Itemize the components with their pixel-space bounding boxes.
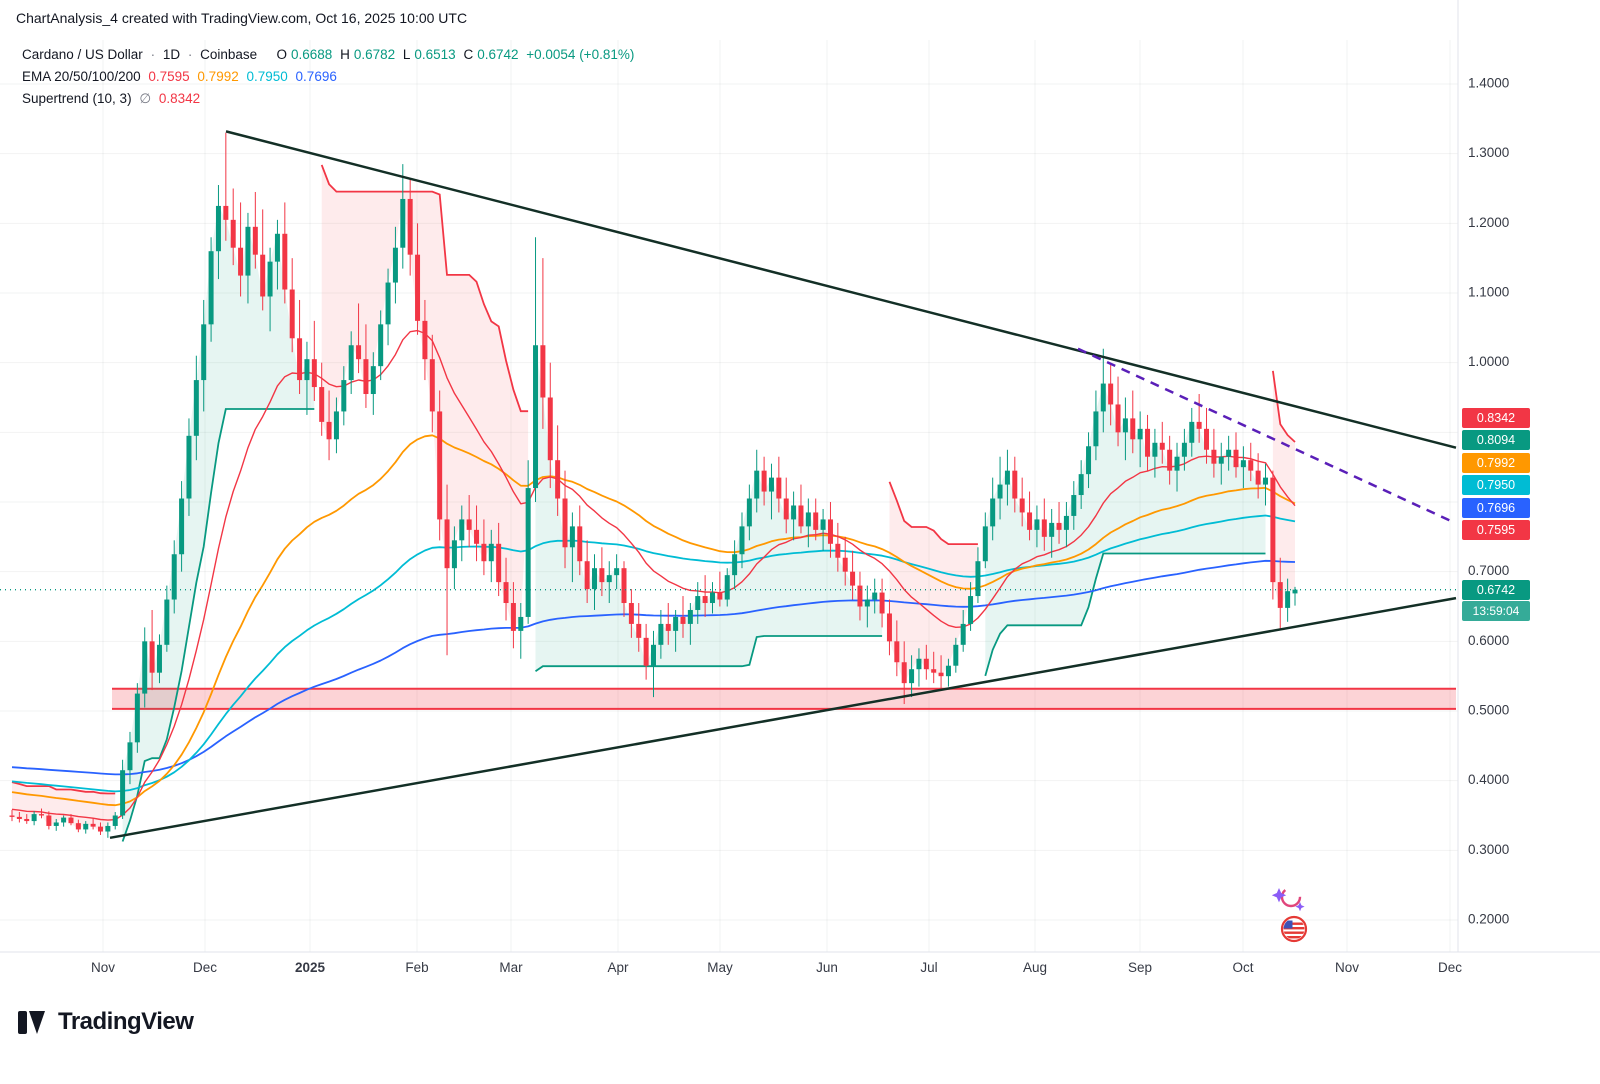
idea-badges[interactable] [1271,886,1308,943]
symbol-name[interactable]: Cardano / US Dollar [22,47,143,62]
svg-text:Dec: Dec [193,960,217,975]
svg-text:Oct: Oct [1232,960,1253,975]
ema100-value: 0.7950 [246,69,288,84]
svg-text:0.4000: 0.4000 [1468,772,1509,787]
svg-text:Nov: Nov [1335,960,1359,975]
svg-text:1.2000: 1.2000 [1468,215,1509,230]
ema200-value: 0.7696 [295,69,337,84]
supertrend-legend-row[interactable]: Supertrend (10, 3) ∅ 0.8342 [22,88,638,110]
svg-text:Jul: Jul [920,960,937,975]
candles-layer [9,132,1298,838]
high-letter: H [340,47,350,62]
time-axis[interactable] [0,952,1600,986]
svg-text:0.2000: 0.2000 [1468,912,1509,927]
low-letter: L [402,47,411,62]
open-letter: O [276,47,287,62]
close-letter: C [463,47,474,62]
svg-text:2025: 2025 [295,960,326,975]
svg-text:Aug: Aug [1023,960,1047,975]
supertrend-label[interactable]: Supertrend (10, 3) [22,91,132,106]
svg-text:0.7000: 0.7000 [1468,563,1509,578]
time-scale-labels: Nov Dec 2025 Feb Mar Apr May Jun Jul Aug Sep Oct Nov… [91,960,1462,975]
svg-text:Jun: Jun [816,960,838,975]
close-value: 0.6742 [477,47,519,62]
low-value: 0.6513 [414,47,456,62]
flag-badge-icon[interactable] [1280,915,1308,943]
average-symbol: ∅ [139,91,152,106]
brand-name: TradingView [58,1008,194,1035]
exchange-label: Coinbase [200,47,258,62]
separator-dot: · [150,47,156,62]
svg-text:Apr: Apr [607,960,629,975]
tradingview-logo-icon [18,1011,45,1034]
descending-resistance[interactable] [225,130,1457,449]
svg-text:Dec: Dec [1438,960,1462,975]
svg-text:0.5000: 0.5000 [1468,703,1509,718]
ema-legend-row[interactable]: EMA 20/50/100/200 0.7595 0.7992 0.7950 0… [22,66,638,88]
legend-panel: Cardano / US Dollar · 1D · Coinbase O 0.6… [22,44,638,110]
svg-text:1.3000: 1.3000 [1468,145,1509,160]
ascending-support[interactable] [109,596,1457,840]
svg-text:Nov: Nov [91,960,115,975]
ema20-value: 0.7595 [148,69,190,84]
ema-label[interactable]: EMA 20/50/100/200 [22,69,141,84]
svg-text:1.4000: 1.4000 [1468,76,1509,91]
svg-text:1.0000: 1.0000 [1468,354,1509,369]
high-value: 0.6782 [353,47,396,62]
supertrend-line-layer [11,164,1296,842]
svg-text:0.6000: 0.6000 [1468,633,1509,648]
ai-sparkle-badge-icon[interactable] [1271,886,1305,912]
svg-text:Feb: Feb [405,960,428,975]
svg-text:Mar: Mar [499,960,523,975]
price-scale-labels: 1.4000 1.3000 1.2000 1.1000 1.0000 0.7000 0.60… [1468,76,1509,927]
trendlines-layer[interactable] [109,130,1457,840]
grid-layer [0,40,1458,952]
svg-text:Sep: Sep [1128,960,1152,975]
tradingview-logo[interactable]: TradingView [16,1006,194,1038]
interval-label[interactable]: 1D [162,47,181,62]
separator-dot: · [187,47,193,62]
change-value: +0.0054 (+0.81%) [526,47,635,62]
purple-projection[interactable] [1077,347,1453,523]
support-zone[interactable] [112,687,1456,710]
ema50-value: 0.7992 [197,69,239,84]
svg-text:1.1000: 1.1000 [1468,285,1509,300]
supertrend-value: 0.8342 [158,91,201,106]
ema-layer [11,329,1296,821]
open-value: 0.6688 [291,47,333,62]
symbol-legend-row[interactable]: Cardano / US Dollar · 1D · Coinbase O 0.6… [22,44,638,66]
chart-layout-title: ChartAnalysis_4 created with TradingView… [16,10,468,26]
svg-text:0.3000: 0.3000 [1468,842,1509,857]
price-axis[interactable] [1458,0,1600,952]
svg-text:May: May [707,960,733,975]
